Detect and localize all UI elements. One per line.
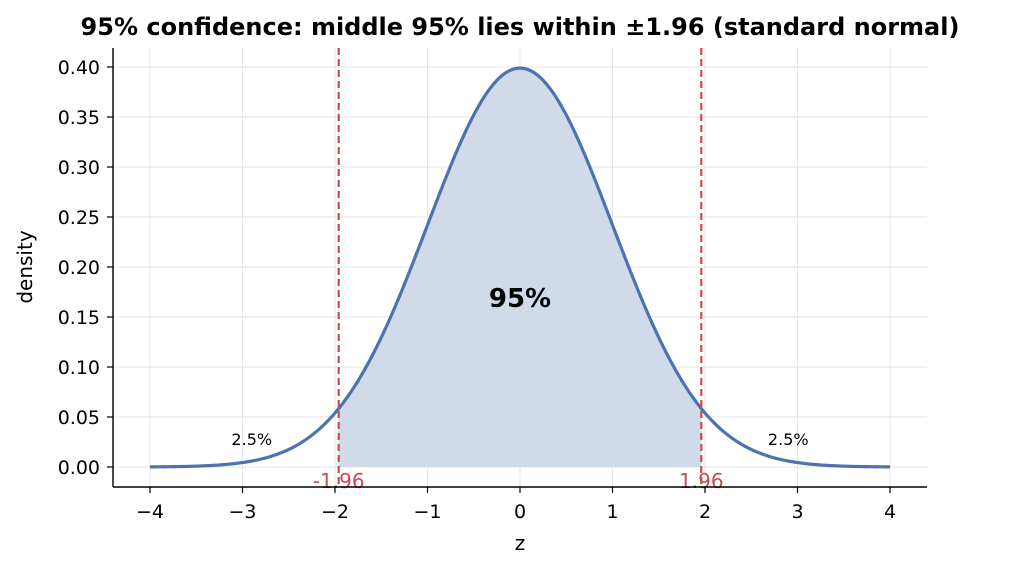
critical-label-1: 1.96 <box>679 469 724 493</box>
y-tick-label-6: 0.30 <box>58 157 100 179</box>
x-tick-label-8: 4 <box>884 501 896 523</box>
density-curve <box>149 66 891 469</box>
critical-label-0: -1.96 <box>313 469 365 493</box>
annotations: 95% 2.5% 2.5% <box>231 284 808 449</box>
x-tick-label-2: −2 <box>321 501 349 523</box>
x-tick-label-6: 2 <box>699 501 711 523</box>
y-tick-label-3: 0.15 <box>58 307 100 329</box>
y-tick-label-1: 0.05 <box>58 407 100 429</box>
y-axis-label: density <box>13 230 37 303</box>
y-tick-label-5: 0.25 <box>58 207 100 229</box>
x-axis-label: z <box>515 531 526 555</box>
shaded-95-region <box>338 68 702 467</box>
axes <box>107 48 927 493</box>
center-percent-label: 95% <box>489 284 551 314</box>
tick-labels: −4 −3 −2 −1 0 1 2 3 4 0.00 0.05 0.10 0.15 0.20 0.25 0.3… <box>58 57 896 523</box>
x-tick-label-7: 3 <box>791 501 803 523</box>
critical-value-lines: -1.96 1.96 <box>313 48 724 493</box>
x-tick-label-4: 0 <box>514 501 526 523</box>
y-tick-label-7: 0.35 <box>58 107 100 129</box>
x-tick-label-3: −1 <box>413 501 441 523</box>
y-tick-label-2: 0.10 <box>58 357 100 379</box>
tail-percent-label-2: 2.5% <box>768 430 809 449</box>
y-tick-label-0: 0.00 <box>58 457 100 479</box>
x-tick-label-1: −3 <box>228 501 256 523</box>
y-tick-label-4: 0.20 <box>58 257 100 279</box>
tail-percent-label-1: 2.5% <box>231 430 272 449</box>
y-tick-label-8: 0.40 <box>58 57 100 79</box>
x-tick-label-5: 1 <box>606 501 618 523</box>
x-tick-label-0: −4 <box>136 501 164 523</box>
chart-title: 95% confidence: middle 95% lies within ±… <box>81 13 960 41</box>
